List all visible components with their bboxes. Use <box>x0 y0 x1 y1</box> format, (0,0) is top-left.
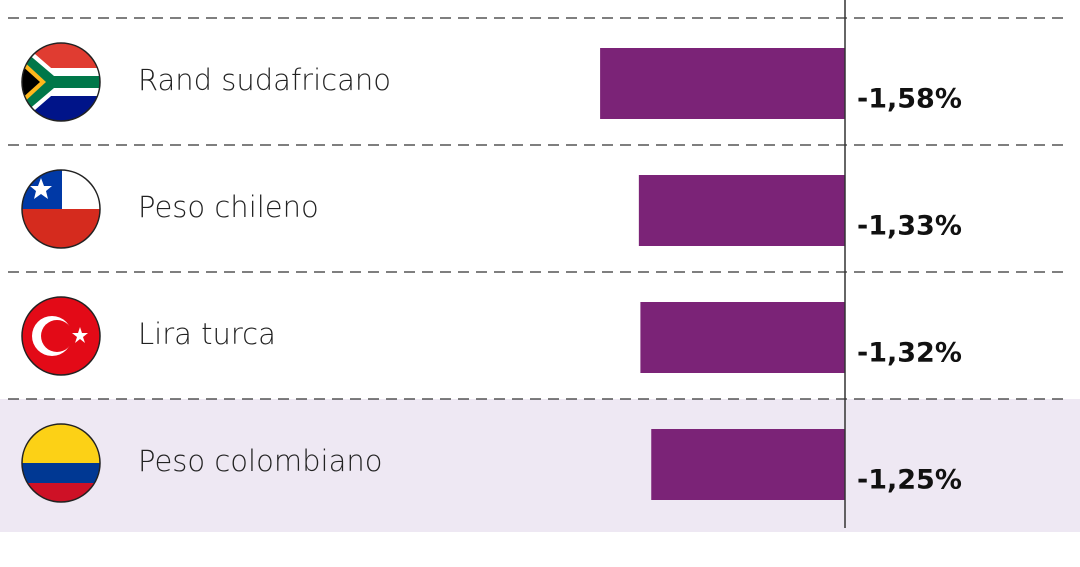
bar <box>651 429 845 500</box>
category-label: Peso colombiano <box>138 444 382 478</box>
flag-south-africa <box>22 43 100 121</box>
bar <box>640 302 845 373</box>
flag-chile <box>22 170 100 248</box>
flag-border <box>21 42 101 122</box>
flag-turkey <box>22 297 100 375</box>
flag-border <box>21 296 101 376</box>
value-label: -1,33% <box>857 211 962 242</box>
category-label: Peso chileno <box>138 190 319 224</box>
row-highlight <box>0 399 1080 532</box>
value-label: -1,58% <box>857 84 962 115</box>
category-label: Rand sudafricano <box>138 63 391 97</box>
flag-border <box>21 169 101 249</box>
category-label: Lira turca <box>138 317 276 351</box>
value-label: -1,32% <box>857 338 962 369</box>
flag-border <box>21 423 101 503</box>
bar <box>600 48 845 119</box>
bar <box>638 175 845 246</box>
value-label: -1,25% <box>857 465 962 496</box>
